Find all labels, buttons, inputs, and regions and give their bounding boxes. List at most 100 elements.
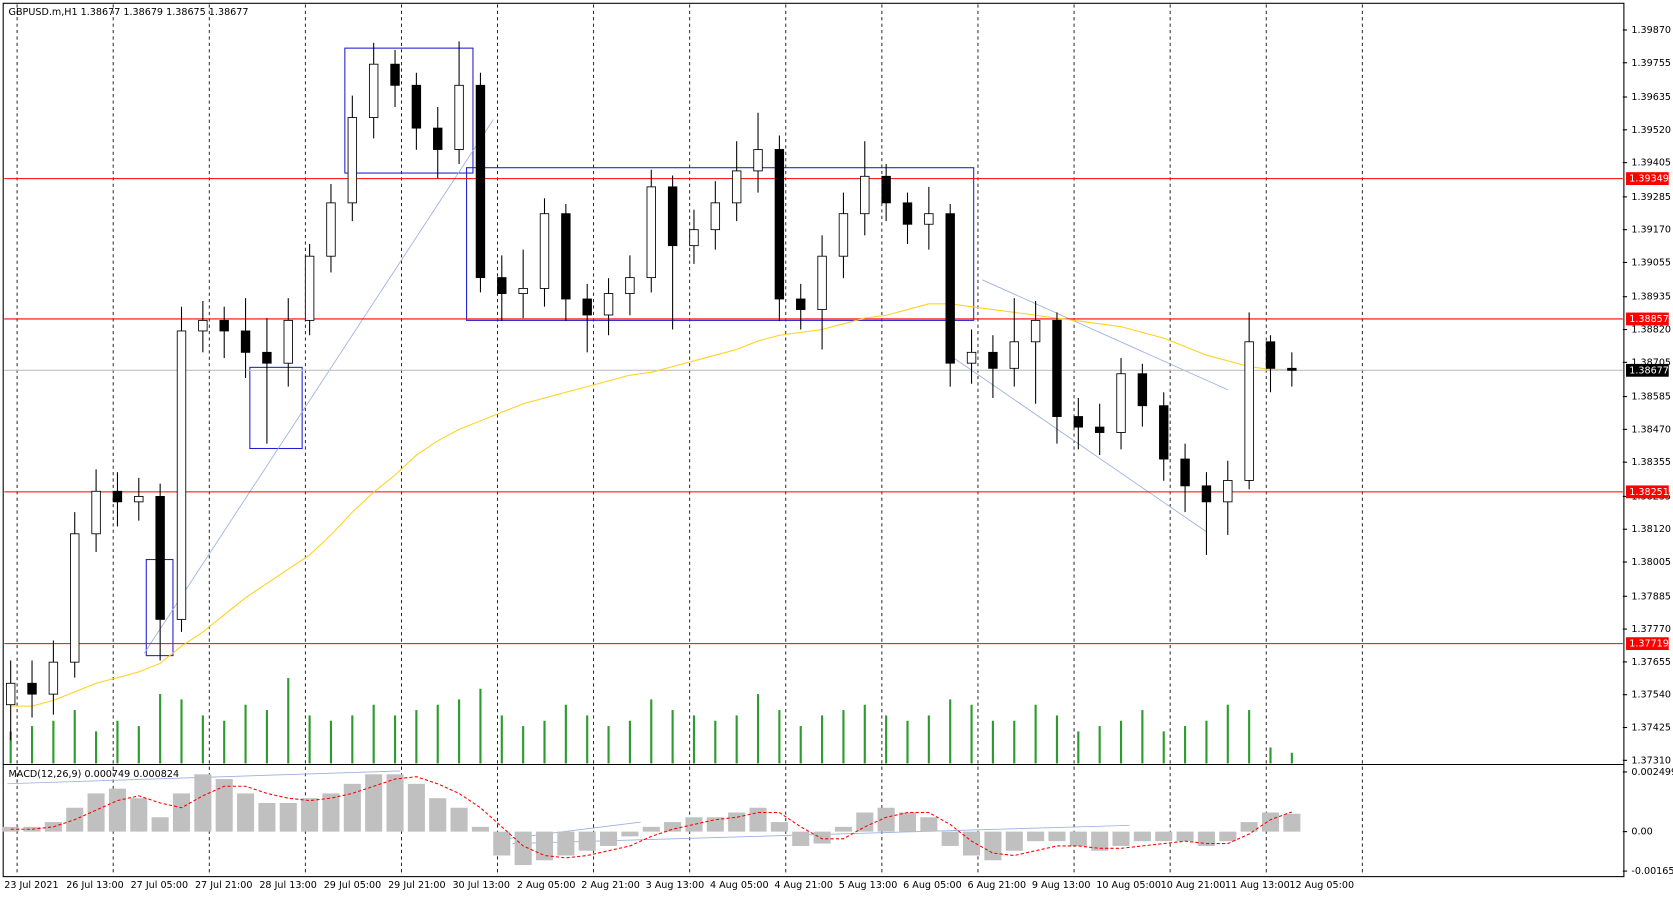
macd-bar bbox=[471, 826, 489, 832]
candle-body bbox=[731, 170, 742, 204]
x-tick-label: 6 Aug 21:00 bbox=[968, 880, 1027, 891]
candle-body bbox=[1180, 458, 1190, 487]
y-tick-label: 1.39870 bbox=[1631, 25, 1671, 36]
x-tick-label: 3 Aug 13:00 bbox=[646, 880, 705, 891]
macd-bar bbox=[1197, 831, 1215, 846]
macd-y-tick-label: -0.001653 bbox=[1631, 866, 1673, 877]
volume-bar bbox=[756, 694, 760, 764]
macd-bar bbox=[1240, 822, 1258, 832]
y-tick-label: 1.38935 bbox=[1631, 292, 1671, 303]
macd-bar bbox=[130, 798, 148, 832]
x-tick-label: 28 Jul 13:00 bbox=[259, 880, 317, 891]
y-tick-label: 1.37540 bbox=[1631, 690, 1671, 701]
macd-bar bbox=[813, 831, 831, 844]
volume-bar bbox=[778, 710, 781, 764]
candle-body bbox=[539, 213, 550, 289]
candle-body bbox=[582, 298, 592, 316]
macd-bar bbox=[728, 812, 746, 832]
macd-bar bbox=[1048, 831, 1066, 842]
moving-average bbox=[10, 303, 1292, 707]
volume-bar bbox=[522, 726, 525, 764]
macd-bar bbox=[1112, 831, 1130, 846]
y-tick-label: 1.37885 bbox=[1631, 591, 1671, 602]
trend-line bbox=[953, 357, 1207, 533]
y-tick-label: 1.38585 bbox=[1631, 392, 1671, 403]
macd-bar bbox=[578, 831, 596, 851]
x-tick-label: 4 Aug 21:00 bbox=[774, 880, 833, 891]
volume-bar bbox=[308, 715, 311, 764]
volume-bar bbox=[73, 710, 76, 764]
macd-bar bbox=[237, 793, 255, 832]
volume-bar bbox=[628, 720, 631, 764]
volume-bar bbox=[180, 699, 183, 764]
candle-body bbox=[945, 213, 955, 364]
macd-signal bbox=[10, 776, 1293, 859]
y-tick-label: 1.38820 bbox=[1631, 325, 1671, 336]
candle-body bbox=[390, 63, 400, 86]
macd-bar bbox=[386, 774, 404, 832]
macd-bar bbox=[493, 831, 511, 856]
macd-bar bbox=[194, 774, 212, 832]
macd-bar bbox=[172, 793, 191, 832]
x-tick-label: 23 Jul 2021 bbox=[4, 880, 58, 891]
box bbox=[466, 167, 975, 321]
macd-bar bbox=[642, 826, 660, 832]
x-tick-label: 11 Aug 13:00 bbox=[1225, 880, 1290, 891]
macd-bar bbox=[1219, 831, 1237, 842]
level-label-box bbox=[1626, 172, 1669, 186]
volume-bar bbox=[265, 710, 268, 764]
macd-bar bbox=[1176, 831, 1194, 842]
y-tick-label: 1.38705 bbox=[1631, 357, 1671, 368]
current-price-box bbox=[1626, 363, 1669, 377]
y-tick-label: 1.37655 bbox=[1631, 657, 1671, 668]
volume-bar bbox=[1055, 715, 1059, 764]
macd-bar bbox=[600, 831, 618, 846]
volume-bar bbox=[116, 720, 119, 764]
volume-bar bbox=[906, 720, 909, 764]
volume-bar bbox=[586, 715, 589, 764]
candle-body bbox=[924, 213, 934, 225]
candle-body bbox=[753, 149, 763, 172]
macd-bar bbox=[514, 831, 532, 866]
macd-bar bbox=[151, 817, 169, 832]
box bbox=[344, 47, 474, 174]
candle-body bbox=[1265, 341, 1276, 369]
volume-bar bbox=[244, 704, 247, 764]
volume-bar bbox=[159, 694, 162, 764]
macd-bar bbox=[343, 783, 361, 832]
macd-bar bbox=[450, 807, 468, 832]
macd-bar bbox=[685, 817, 703, 832]
candle-body bbox=[902, 202, 913, 225]
volume-bar bbox=[949, 699, 952, 764]
current-price-label: 1.38677 bbox=[1629, 365, 1669, 376]
candle-body bbox=[646, 186, 656, 279]
candle-body bbox=[1009, 341, 1019, 369]
y-tick-label: 1.38005 bbox=[1631, 557, 1671, 568]
candle-body bbox=[240, 330, 251, 353]
volume-bar bbox=[885, 715, 888, 764]
volume-bar bbox=[1205, 720, 1208, 764]
macd-bar bbox=[770, 822, 788, 832]
volume-bar bbox=[1162, 731, 1165, 764]
candle-body bbox=[796, 298, 806, 310]
x-tick-label: 2 Aug 21:00 bbox=[581, 880, 640, 891]
candle-body bbox=[70, 533, 80, 663]
y-tick-label: 1.37770 bbox=[1631, 624, 1671, 635]
volume-bar bbox=[52, 720, 55, 764]
candle-body bbox=[5, 682, 16, 706]
volume-bar bbox=[1098, 726, 1101, 764]
macd-bar bbox=[898, 812, 917, 832]
volume-bar bbox=[9, 731, 12, 764]
day-separators bbox=[16, 4, 1363, 876]
candle-body bbox=[774, 149, 785, 300]
y-tick-label: 1.38470 bbox=[1631, 424, 1671, 435]
candle-body bbox=[1287, 367, 1297, 371]
candle-body bbox=[1052, 319, 1062, 417]
candle-body bbox=[262, 351, 272, 364]
x-tick-label: 29 Jul 21:00 bbox=[388, 880, 446, 891]
volume-bar bbox=[1290, 752, 1293, 764]
macd-bar bbox=[407, 783, 425, 832]
candle-body bbox=[667, 186, 678, 247]
candle-body bbox=[966, 351, 977, 364]
